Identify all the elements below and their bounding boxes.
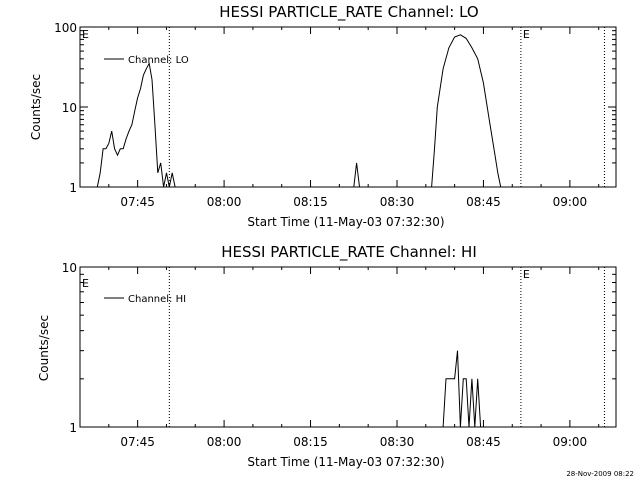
panel-hi-marker-label: E — [523, 268, 530, 281]
panel-hi-ylabel: Counts/sec — [37, 315, 51, 381]
panel-hi-legend-label: Channel: HI — [128, 294, 186, 305]
panel-lo-ylabel: Counts/sec — [29, 74, 43, 140]
panel-hi-series-line — [442, 350, 484, 428]
panel-lo-ytick-label: 1 — [69, 181, 77, 195]
panel-lo-corner-label: E — [82, 28, 89, 41]
panel-lo-xtick-label: 08:30 — [380, 195, 415, 209]
panel-hi-ytick-label: 1 — [69, 421, 77, 435]
panel-hi-xtick-label: 09:00 — [553, 435, 588, 449]
panel-hi-xtick-label: 08:45 — [466, 435, 501, 449]
panel-lo-xtick-label: 07:45 — [120, 195, 155, 209]
panel-hi-ytick-label: 10 — [62, 261, 77, 275]
panel-hi-title: HESSI PARTICLE_RATE Channel: HI — [221, 243, 477, 262]
panel-hi: HESSI PARTICLE_RATE Channel: HI Start Ti… — [37, 243, 477, 469]
panel-lo-xlabel: Start Time (11-May-03 07:32:30) — [247, 215, 444, 229]
panel-lo-xtick-label: 08:45 — [466, 195, 501, 209]
panel-hi-xtick-label: 08:15 — [293, 435, 328, 449]
panel-hi-xtick-label: 08:30 — [380, 435, 415, 449]
panel-hi-xtick-label: 07:45 — [120, 435, 155, 449]
panel-hi-frame — [79, 266, 617, 428]
plot-timestamp: 28-Nov-2009 08:22 — [566, 470, 634, 478]
panel-lo-legend-label: Channel: LO — [128, 55, 189, 66]
panel-lo: HESSI PARTICLE_RATE Channel: LO Start Ti… — [29, 3, 479, 229]
panel-lo-series-line — [96, 34, 502, 188]
panel-hi-xlabel: Start Time (11-May-03 07:32:30) — [247, 455, 444, 469]
panel-hi-corner-label: E — [82, 277, 89, 290]
panel-lo-xtick-label: 09:00 — [553, 195, 588, 209]
panel-hi-xtick-label: 08:00 — [207, 435, 242, 449]
panel-lo-title: HESSI PARTICLE_RATE Channel: LO — [219, 3, 478, 22]
panel-lo-xtick-label: 08:00 — [207, 195, 242, 209]
panel-lo-xtick-label: 08:15 — [293, 195, 328, 209]
panel-lo-ytick-label: 10 — [62, 101, 77, 115]
panel-lo-marker-label: E — [523, 28, 530, 41]
panel-lo-ytick-label: 100 — [54, 21, 77, 35]
